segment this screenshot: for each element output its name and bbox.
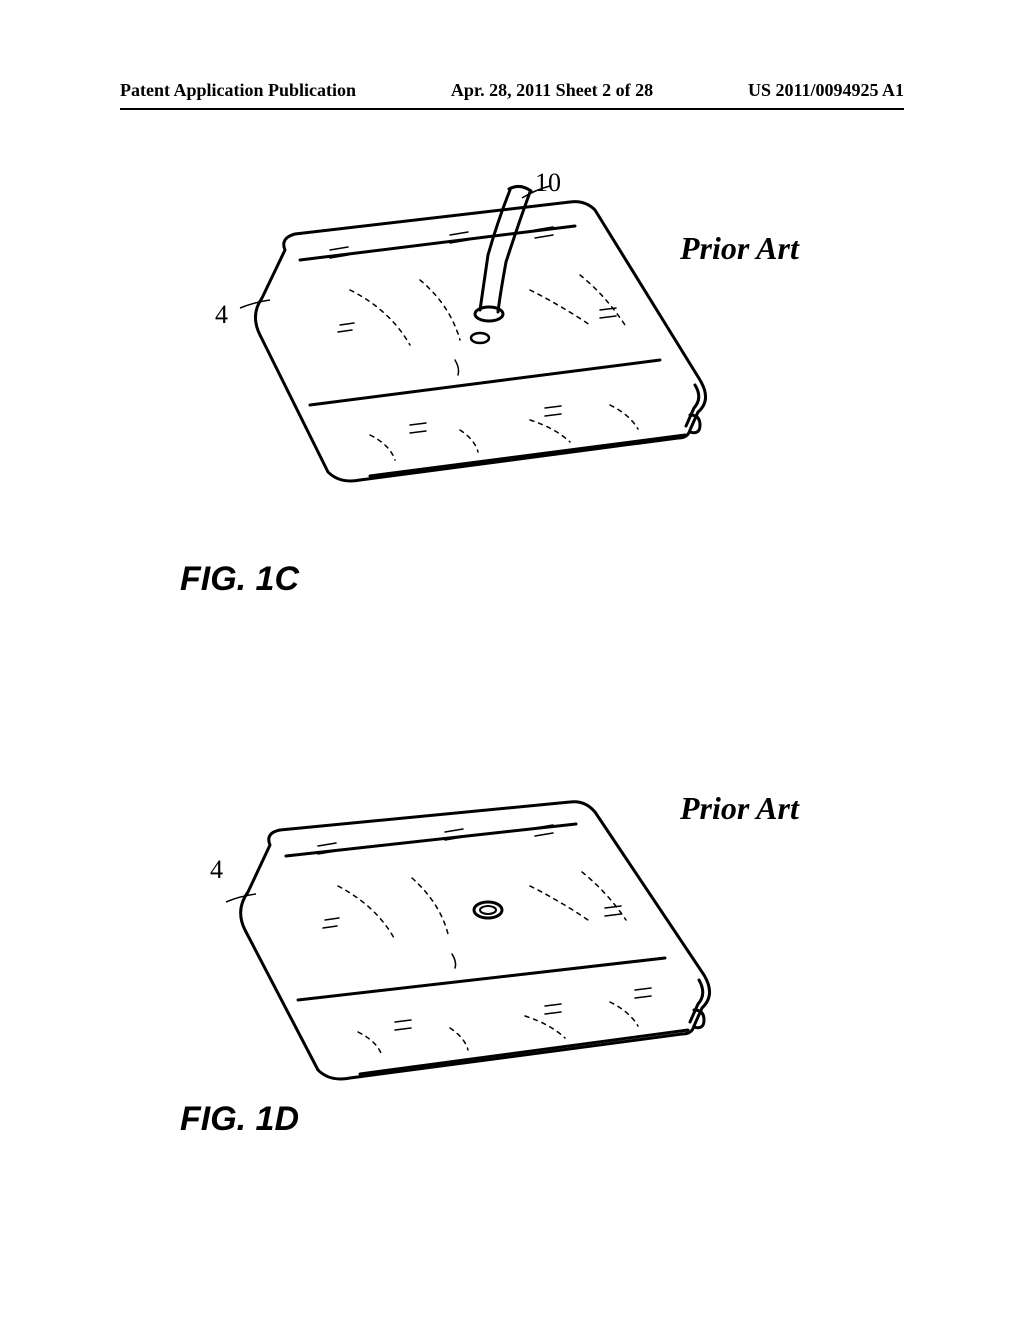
fig-1c-label: FIG. 1C xyxy=(180,560,299,599)
bag-with-hose-drawing xyxy=(200,180,720,540)
ref-10: 10 xyxy=(535,168,561,198)
header-left: Patent Application Publication xyxy=(120,80,356,101)
prior-art-top: Prior Art xyxy=(680,230,799,267)
ref-4-top: 4 xyxy=(215,300,228,330)
bag-sealed-drawing xyxy=(190,790,730,1110)
prior-art-bottom: Prior Art xyxy=(680,790,799,827)
header-right: US 2011/0094925 A1 xyxy=(748,80,904,101)
figure-1c-area xyxy=(0,160,1024,580)
ref-4-bottom: 4 xyxy=(210,855,223,885)
header-center: Apr. 28, 2011 Sheet 2 of 28 xyxy=(451,80,653,101)
fig-1d-label: FIG. 1D xyxy=(180,1100,299,1139)
figure-1d-area xyxy=(0,710,1024,1130)
patent-header: Patent Application Publication Apr. 28, … xyxy=(0,80,1024,101)
header-rule xyxy=(120,108,904,110)
